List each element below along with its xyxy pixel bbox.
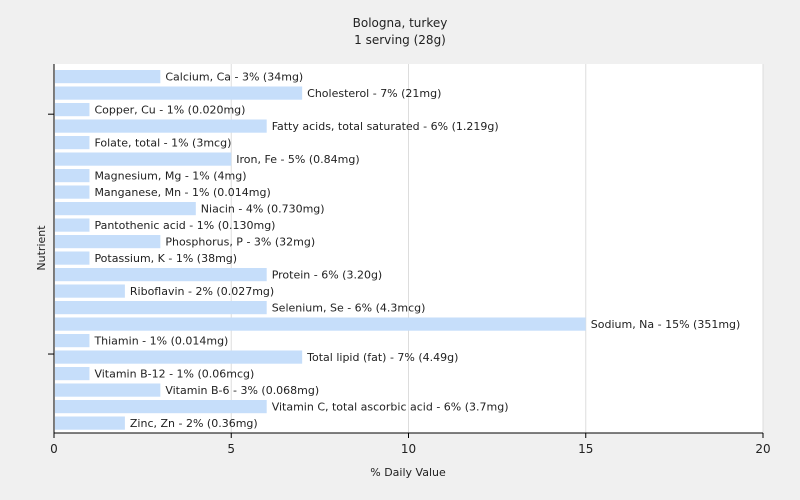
x-axis-label: % Daily Value: [370, 466, 446, 479]
bar: [55, 350, 303, 364]
bar: [55, 119, 267, 133]
bar-label: Vitamin B-6 - 3% (0.068mg): [165, 384, 319, 397]
bar-label: Protein - 6% (3.20g): [272, 269, 383, 282]
bar: [55, 400, 267, 414]
bar: [55, 70, 161, 84]
bar-label: Iron, Fe - 5% (0.84mg): [236, 153, 359, 166]
chart-title: Bologna, turkey: [353, 16, 448, 30]
bar: [55, 169, 90, 183]
bar: [55, 334, 90, 348]
bar: [55, 152, 232, 166]
axes: 0 5 10 15 20: [48, 64, 771, 456]
x-tick-label: 10: [401, 442, 416, 456]
bar-label: Selenium, Se - 6% (4.3mcg): [272, 302, 426, 315]
bar-label: Total lipid (fat) - 7% (4.49g): [306, 351, 458, 364]
bar-label: Potassium, K - 1% (38mg): [94, 252, 237, 265]
bar-label: Vitamin C, total ascorbic acid - 6% (3.7…: [272, 401, 509, 414]
chart-subtitle: 1 serving (28g): [354, 33, 446, 47]
bar: [55, 416, 125, 430]
bar-label: Copper, Cu - 1% (0.020mg): [94, 104, 245, 117]
bar: [55, 367, 90, 381]
bar: [55, 218, 90, 232]
bar: [55, 301, 267, 315]
bar: [55, 235, 161, 249]
x-tick-label: 0: [50, 442, 58, 456]
bar-label: Vitamin B-12 - 1% (0.06mcg): [94, 368, 254, 381]
bar: [55, 86, 303, 100]
bar: [55, 284, 125, 298]
bar-label: Sodium, Na - 15% (351mg): [591, 318, 741, 331]
x-tick-label: 5: [227, 442, 235, 456]
bar: [55, 185, 90, 199]
bar: [55, 268, 267, 282]
bars: Calcium, Ca - 3% (34mg) Cholesterol - 7% …: [55, 70, 740, 430]
bar-label: Folate, total - 1% (3mcg): [94, 137, 231, 150]
x-tick-label: 15: [578, 442, 593, 456]
bar-label: Niacin - 4% (0.730mg): [201, 203, 325, 216]
bar-label: Pantothenic acid - 1% (0.130mg): [94, 219, 275, 232]
bar-label: Riboflavin - 2% (0.027mg): [130, 285, 274, 298]
bar-label: Calcium, Ca - 3% (34mg): [165, 71, 303, 84]
bar-label: Zinc, Zn - 2% (0.36mg): [130, 417, 258, 430]
bar: [55, 103, 90, 117]
y-axis-label: Nutrient: [35, 225, 48, 271]
bar-label: Phosphorus, P - 3% (32mg): [165, 236, 315, 249]
bar-label: Magnesium, Mg - 1% (4mg): [94, 170, 246, 183]
bar: [55, 202, 196, 216]
bar: [55, 383, 161, 397]
bar-label: Fatty acids, total saturated - 6% (1.219…: [272, 120, 499, 133]
bar: [55, 317, 586, 331]
x-tick-label: 20: [755, 442, 770, 456]
bar-label: Manganese, Mn - 1% (0.014mg): [94, 186, 270, 199]
bar-label: Cholesterol - 7% (21mg): [307, 87, 441, 100]
bar-label: Thiamin - 1% (0.014mg): [93, 335, 228, 348]
bar: [55, 251, 90, 265]
bar: [55, 136, 90, 150]
